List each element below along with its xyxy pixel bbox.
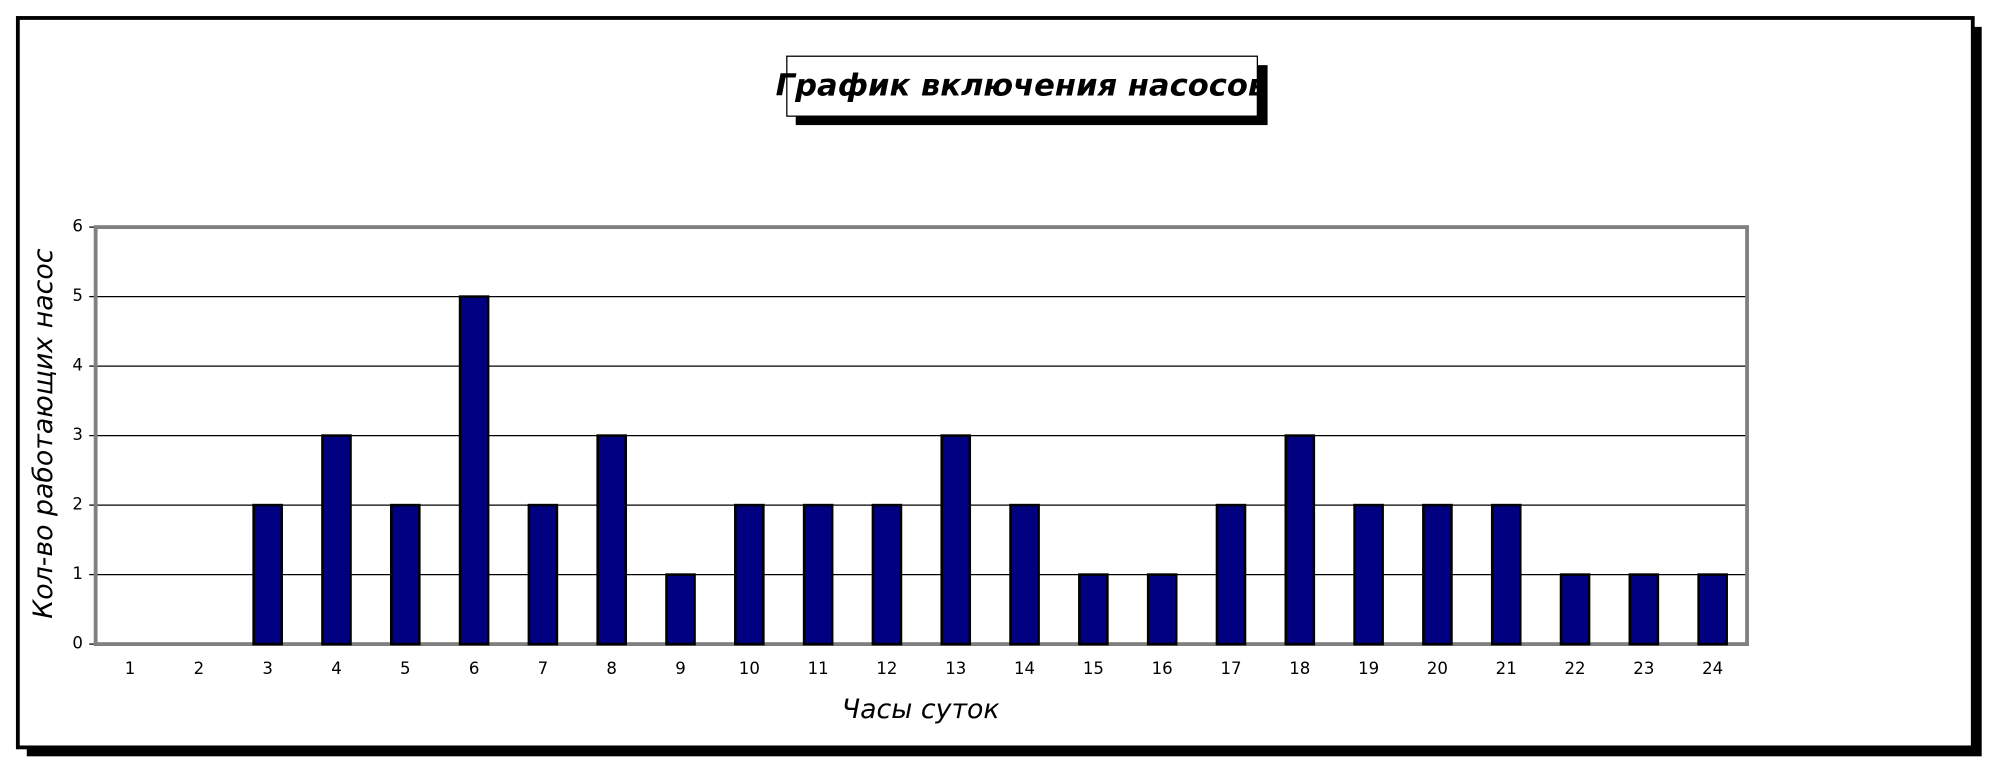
bar	[1215, 503, 1247, 646]
x-tick-label: 9	[675, 659, 686, 678]
bar	[321, 434, 352, 646]
x-tick-label: 11	[808, 659, 829, 678]
y-tick-label: 1	[72, 564, 83, 583]
chart-frame	[15, 16, 1975, 750]
bar	[1146, 573, 1178, 646]
y-tick-label: 5	[72, 286, 83, 305]
bar	[871, 503, 903, 646]
plot-border	[93, 225, 1749, 647]
bar	[1490, 503, 1522, 646]
x-tick-label: 16	[1152, 659, 1173, 678]
x-tick-label: 20	[1427, 659, 1448, 678]
bar	[1078, 573, 1109, 646]
x-tick-label: 7	[538, 659, 549, 678]
bar	[389, 503, 421, 646]
bar	[1559, 573, 1591, 646]
bar	[1697, 573, 1728, 646]
y-tick-label: 6	[72, 217, 83, 236]
bar	[734, 503, 765, 646]
bar	[802, 503, 834, 646]
x-tick-label: 19	[1358, 659, 1379, 678]
y-axis-label: Кол-во работающих насос	[28, 248, 59, 619]
bar	[1422, 503, 1453, 646]
x-tick-label: 24	[1702, 659, 1723, 678]
x-tick-label: 8	[606, 659, 617, 678]
chart-title: График включения насосов	[776, 68, 1268, 103]
y-tick-label: 4	[72, 356, 83, 375]
x-tick-label: 13	[945, 659, 966, 678]
x-tick-label: 2	[194, 659, 205, 678]
bar	[1284, 434, 1316, 646]
x-tick-label: 17	[1220, 659, 1241, 678]
y-tick-label: 0	[72, 634, 83, 653]
bar	[458, 295, 490, 646]
x-tick-label: 10	[739, 659, 760, 678]
bar	[665, 573, 696, 646]
x-tick-label: 15	[1083, 659, 1104, 678]
x-tick-label: 18	[1289, 659, 1310, 678]
x-tick-label: 12	[876, 659, 897, 678]
y-tick-label: 3	[72, 425, 83, 444]
x-tick-label: 6	[469, 659, 480, 678]
y-tick-label: 2	[72, 495, 83, 514]
title-box	[786, 55, 1259, 117]
bar	[940, 434, 972, 646]
bar	[596, 434, 628, 646]
x-tick-label: 4	[331, 659, 342, 678]
bar	[527, 503, 559, 646]
bar	[1009, 503, 1040, 646]
bar	[1353, 503, 1384, 646]
x-tick-label: 14	[1014, 659, 1035, 678]
x-tick-label: 21	[1496, 659, 1517, 678]
x-tick-label: 1	[125, 659, 136, 678]
x-tick-label: 22	[1564, 659, 1585, 678]
bar	[252, 503, 283, 646]
bar	[1628, 573, 1660, 646]
x-tick-label: 23	[1633, 659, 1654, 678]
x-axis-label: Часы суток	[842, 694, 1000, 725]
x-tick-label: 3	[262, 659, 273, 678]
x-tick-label: 5	[400, 659, 411, 678]
